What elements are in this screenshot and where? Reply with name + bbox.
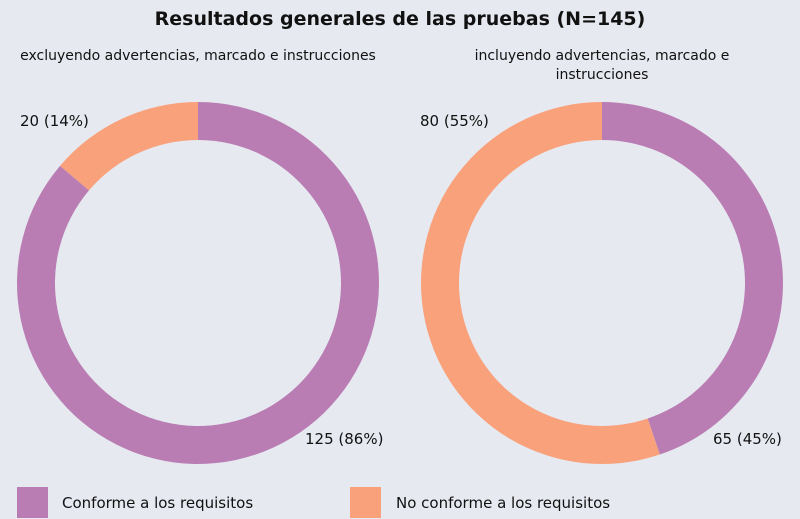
chart-subtitle: incluyendo advertencias, marcado e instr… [474,48,730,83]
legend-swatch [350,487,381,518]
legend-swatch [17,487,48,518]
donut-segment [421,102,660,464]
legend-label: Conforme a los requisitos [62,494,254,512]
data-label: 65 (45%) [713,430,782,448]
data-label: 20 (14%) [20,112,89,130]
chart-subtitle: excluyendo advertencias, marcado e instr… [20,48,376,64]
data-label: 125 (86%) [305,430,384,448]
donut-segment [602,102,784,455]
donut-segment [60,102,198,191]
legend-label: No conforme a los requisitos [396,494,611,512]
data-label: 80 (55%) [420,112,489,130]
chart-title: Resultados generales de las pruebas (N=1… [154,8,646,30]
